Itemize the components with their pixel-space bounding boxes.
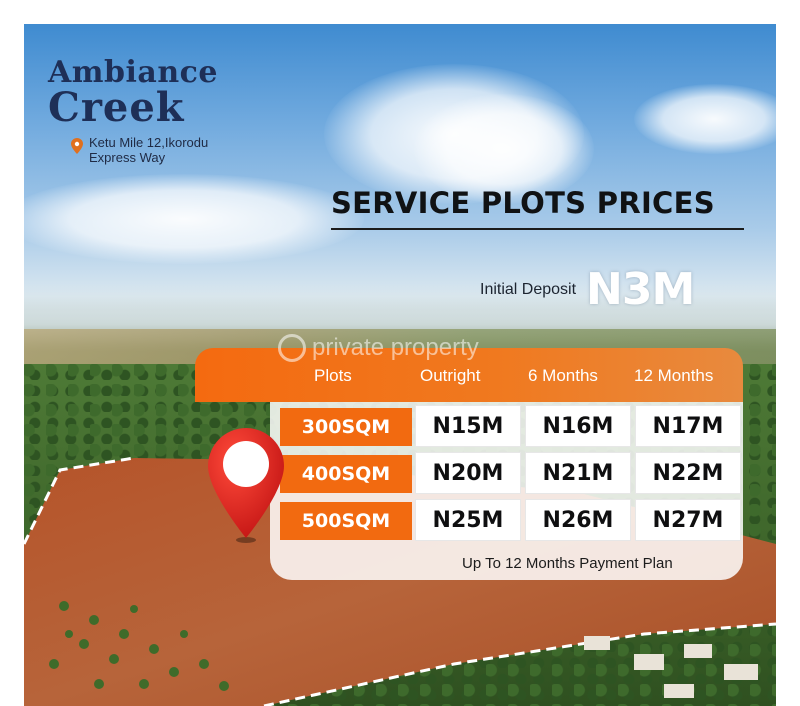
plot-boundary bbox=[24, 456, 135, 545]
location-pin-icon bbox=[71, 138, 83, 154]
price-500-12-months: N27M bbox=[636, 500, 740, 540]
payment-plan-note: Up To 12 Months Payment Plan bbox=[462, 555, 673, 572]
plot-size-400sqm: 400SQM bbox=[280, 455, 412, 493]
initial-deposit: Initial Deposit N3M bbox=[480, 264, 695, 315]
price-400-12-months: N22M bbox=[636, 453, 740, 493]
price-300-12-months: N17M bbox=[636, 406, 740, 446]
cloud bbox=[634, 84, 776, 154]
brand-name-line2: Creek bbox=[48, 84, 185, 131]
map-pin-icon bbox=[208, 428, 284, 543]
brand-name-line1: Ambiance bbox=[48, 55, 218, 90]
price-300-outright: N15M bbox=[416, 406, 520, 446]
header-plots: Plots bbox=[314, 366, 352, 385]
deposit-value: N3M bbox=[586, 264, 695, 315]
cloud bbox=[414, 94, 594, 204]
location: Ketu Mile 12,Ikorodu Express Way bbox=[71, 135, 239, 165]
plot-boundary bbox=[263, 622, 776, 706]
watermark-text: private property bbox=[312, 334, 479, 361]
price-500-6-months: N26M bbox=[526, 500, 630, 540]
price-300-6-months: N16M bbox=[526, 406, 630, 446]
price-400-6-months: N21M bbox=[526, 453, 630, 493]
watermark-logo-icon bbox=[278, 334, 306, 362]
trees bbox=[49, 601, 229, 691]
deposit-label: Initial Deposit bbox=[480, 280, 577, 298]
header-6-months: 6 Months bbox=[528, 366, 598, 385]
header-outright: Outright bbox=[420, 366, 481, 385]
price-500-outright: N25M bbox=[416, 500, 520, 540]
price-400-outright: N20M bbox=[416, 453, 520, 493]
location-text: Ketu Mile 12,Ikorodu Express Way bbox=[89, 135, 209, 165]
plot-size-300sqm: 300SQM bbox=[280, 408, 412, 446]
houses bbox=[584, 636, 758, 698]
plot-size-500sqm: 500SQM bbox=[280, 502, 412, 540]
page-title: SERVICE PLOTS PRICES bbox=[331, 186, 715, 220]
header-12-months: 12 Months bbox=[634, 366, 714, 385]
cloud bbox=[24, 174, 364, 264]
brand-logo: Ambiance Creek bbox=[48, 58, 248, 128]
watermark: private property bbox=[278, 334, 479, 362]
title-underline bbox=[331, 228, 744, 230]
